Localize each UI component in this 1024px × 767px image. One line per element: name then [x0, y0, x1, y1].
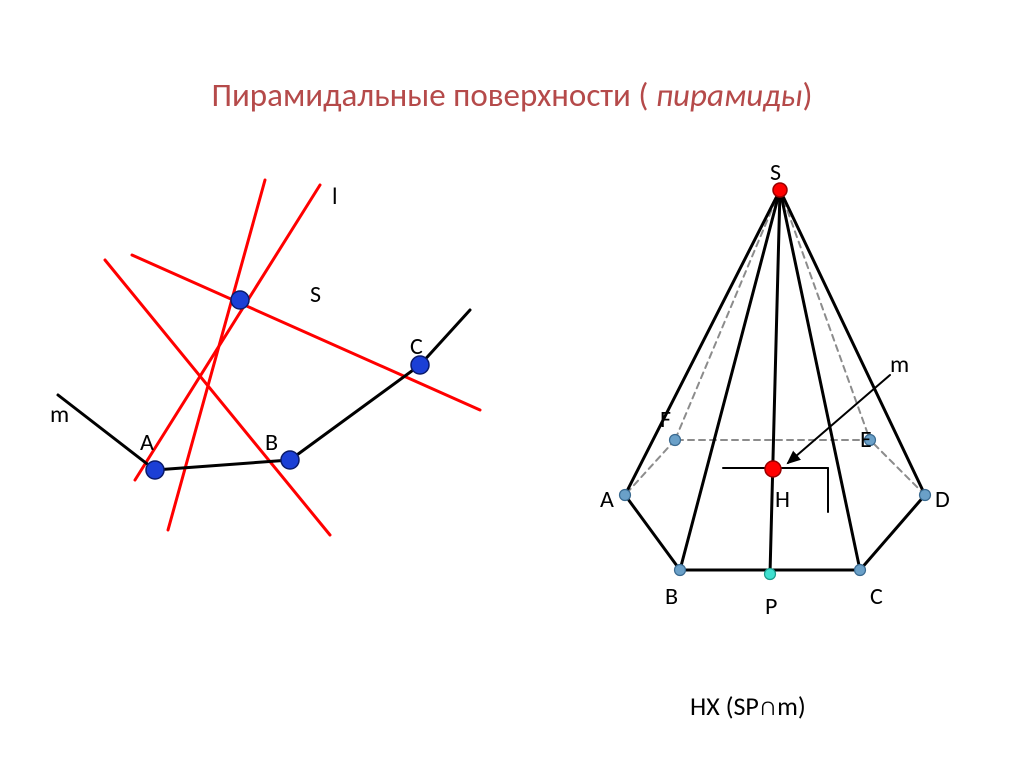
- diagram-label: C: [410, 332, 423, 361]
- diagram-label: D: [935, 485, 950, 514]
- diagram-label: C: [870, 582, 883, 611]
- diagram-label: S: [770, 158, 781, 187]
- title-italic: пирамиды: [656, 75, 803, 115]
- title-plain: Пирамидальные поверхности (: [211, 75, 655, 115]
- right-diagram: [570, 150, 990, 710]
- diagram-label: H: [775, 485, 790, 514]
- diagram-label: B: [665, 582, 678, 611]
- diagram-label: A: [140, 428, 154, 457]
- diagram-label: B: [265, 428, 278, 457]
- diagram-label: E: [860, 425, 872, 454]
- diagram-label: F: [660, 405, 671, 434]
- diagram-label: m: [890, 350, 909, 379]
- diagram-label: S: [310, 280, 321, 309]
- diagram-label: A: [600, 485, 614, 514]
- formula-text: НХ (SP∩m): [690, 690, 806, 722]
- diagram-area: l S Cm A B Sm F E A D H B C P: [0, 150, 1024, 710]
- page-title: Пирамидальные поверхности ( пирамиды): [0, 75, 1024, 115]
- formula-content: НХ (SP∩m): [690, 690, 806, 722]
- left-diagram: [40, 150, 510, 580]
- diagram-label: P: [765, 592, 777, 621]
- diagram-label: m: [50, 400, 69, 429]
- title-close: ): [803, 75, 813, 115]
- diagram-label: l: [332, 182, 338, 211]
